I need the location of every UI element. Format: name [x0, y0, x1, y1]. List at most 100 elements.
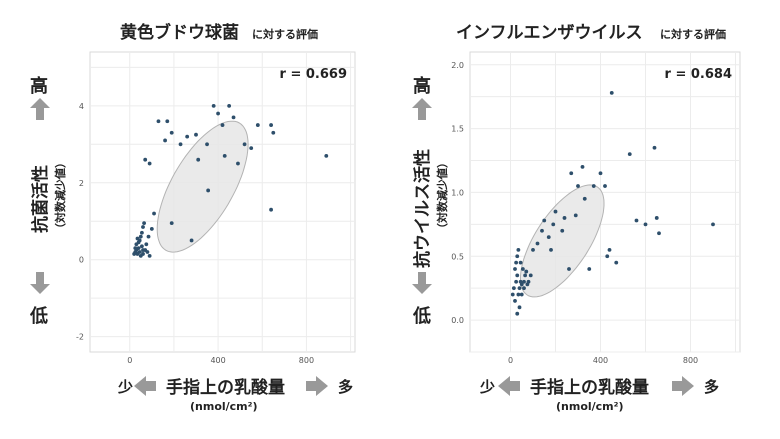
- data-point: [138, 234, 143, 239]
- data-point: [231, 115, 236, 120]
- data-point: [580, 164, 585, 169]
- y-tick-label: 0.5: [451, 252, 464, 261]
- down-arrow-icon: [412, 272, 432, 294]
- data-point: [517, 286, 522, 291]
- data-point: [324, 153, 329, 158]
- x-high-label: 多: [704, 378, 719, 396]
- left-arrow-icon: [498, 376, 520, 396]
- data-point: [513, 299, 517, 303]
- x-axis-label: 手指上の乳酸量: [166, 377, 285, 398]
- data-point: [255, 123, 260, 127]
- x-low-label: 少: [479, 378, 495, 396]
- data-point: [587, 267, 592, 271]
- data-point: [141, 248, 145, 252]
- data-point: [614, 260, 619, 265]
- data-point: [516, 247, 521, 252]
- data-point: [522, 286, 526, 291]
- data-point: [141, 225, 145, 229]
- data-point: [147, 253, 152, 258]
- data-point: [567, 267, 571, 271]
- data-point: [222, 153, 227, 158]
- data-point: [523, 273, 528, 278]
- data-point: [211, 103, 216, 108]
- y-tick-label: 1.5: [451, 125, 464, 134]
- data-point: [169, 130, 174, 135]
- x-tick-label: 0: [508, 356, 513, 365]
- x-tick-label: 400: [210, 356, 225, 365]
- data-point: [146, 234, 151, 239]
- chart-0: 黄色ブドウ球菌 に対する評価 高 抗菌活性 （対数減少値） 低 少 手指上の乳酸…: [29, 22, 353, 413]
- data-point: [152, 211, 156, 216]
- data-point: [513, 267, 517, 271]
- data-point: [516, 292, 521, 297]
- data-point: [271, 130, 276, 135]
- y-tick-label: 0.0: [451, 316, 464, 325]
- y-axis-sublabel: （対数減少値）: [53, 157, 67, 234]
- data-point: [143, 157, 148, 162]
- y-axis-label: 抗ウイルス活性: [412, 149, 433, 268]
- x-tick-label: 800: [299, 356, 314, 365]
- data-point: [144, 242, 149, 247]
- data-point: [549, 247, 553, 252]
- chart-title-suffix: に対する評価: [660, 27, 726, 41]
- data-point: [531, 247, 535, 252]
- y-axis-label: 抗菌活性: [30, 165, 51, 233]
- correlation-label: r = 0.684: [665, 67, 732, 82]
- confidence-ellipse: [156, 120, 249, 253]
- y-tick-label: 2.0: [451, 61, 464, 70]
- data-point: [546, 235, 551, 240]
- data-point: [514, 260, 519, 265]
- data-point: [242, 142, 247, 147]
- data-point: [156, 119, 161, 124]
- x-axis-label: 手指上の乳酸量: [530, 377, 649, 398]
- data-point: [194, 132, 198, 137]
- data-point: [139, 230, 144, 235]
- data-point: [542, 218, 547, 223]
- data-point: [216, 111, 220, 116]
- data-point: [605, 254, 610, 259]
- data-point: [269, 207, 273, 212]
- y-low-label: 低: [412, 305, 431, 327]
- x-tick-label: 0: [127, 356, 132, 365]
- data-point: [133, 246, 138, 251]
- data-point: [520, 267, 525, 271]
- data-point: [147, 161, 152, 166]
- data-point: [657, 231, 661, 236]
- data-point: [227, 103, 232, 108]
- plot-area: 0 400 800 0.0 0.5 1.0 1.5 2.0 r = 0.684: [451, 51, 741, 365]
- data-point: [582, 196, 587, 201]
- x-axis-unit: (nmol/cm²): [556, 400, 624, 413]
- data-point: [553, 209, 558, 214]
- down-arrow-icon: [30, 272, 50, 294]
- y-tick-label: 2: [79, 179, 84, 188]
- data-point: [569, 171, 574, 176]
- data-point: [598, 171, 603, 176]
- data-point: [524, 269, 529, 274]
- data-point: [142, 221, 147, 226]
- data-point: [145, 250, 150, 254]
- data-point: [185, 134, 190, 139]
- data-point: [514, 279, 519, 284]
- data-point: [136, 246, 141, 251]
- data-point: [528, 273, 533, 278]
- data-point: [178, 142, 183, 147]
- data-point: [510, 292, 515, 297]
- data-point: [515, 311, 520, 316]
- chart-title: インフルエンザウイルス: [456, 23, 643, 43]
- data-point: [562, 216, 567, 220]
- x-axis-unit: (nmol/cm²): [190, 400, 258, 413]
- y-low-label: 低: [29, 305, 48, 327]
- data-point: [135, 236, 140, 241]
- x-high-label: 多: [338, 378, 353, 396]
- data-point: [560, 228, 565, 233]
- y-high-label: 高: [413, 75, 431, 97]
- data-point: [627, 152, 632, 157]
- y-tick-label: 0: [79, 256, 84, 265]
- data-point: [609, 90, 614, 95]
- data-point: [189, 238, 194, 243]
- data-point: [169, 221, 174, 226]
- data-point: [607, 247, 612, 252]
- y-axis-sublabel: （対数減少値）: [435, 157, 449, 234]
- data-point: [522, 279, 526, 284]
